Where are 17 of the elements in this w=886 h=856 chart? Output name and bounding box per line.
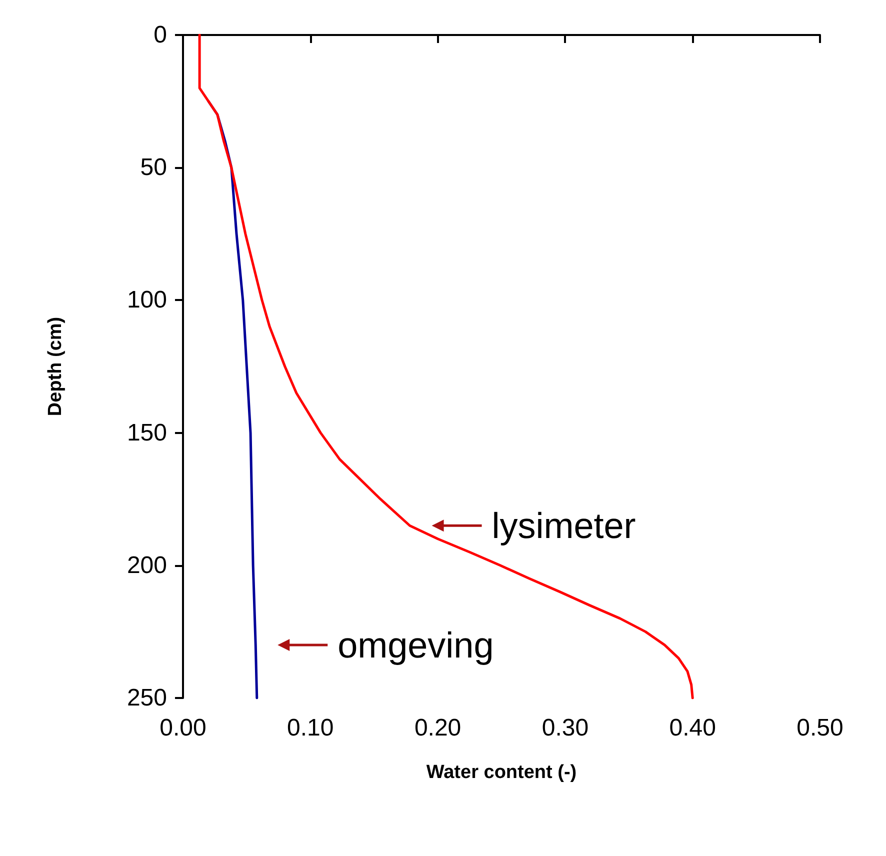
x-tick-label: 0.20 — [414, 714, 462, 742]
annotation: lysimeter — [492, 505, 636, 546]
x-tick-label: 0.40 — [669, 714, 716, 742]
y-axis-title: Depth (cm) — [45, 316, 66, 416]
x-tick-label: 0.30 — [542, 714, 589, 742]
x-tick-label: 0.50 — [796, 714, 844, 742]
y-tick-label: 200 — [126, 552, 167, 579]
line-series — [198, 34, 694, 700]
x-tick-label: 0.00 — [160, 714, 206, 742]
x-axis-title: Water content (-) — [426, 762, 577, 783]
y-tick-label: 50 — [140, 154, 167, 182]
annotation: omgeving — [338, 624, 494, 666]
y-tick-label: 150 — [126, 419, 167, 446]
x-tick-label: 0.10 — [287, 714, 334, 742]
y-tick-label: 0 — [154, 22, 167, 48]
y-tick-label: 250 — [126, 684, 167, 712]
y-tick-label: 100 — [126, 286, 167, 314]
